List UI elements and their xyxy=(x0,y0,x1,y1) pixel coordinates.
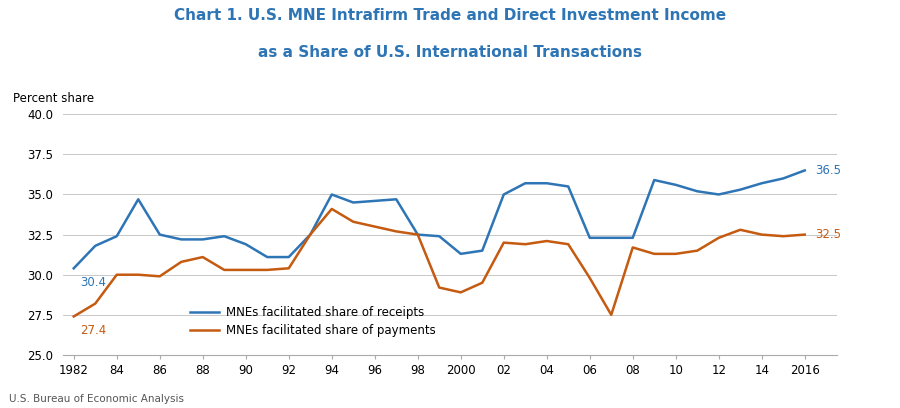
MNEs facilitated share of payments xyxy=(584,275,595,280)
MNEs facilitated share of receipts xyxy=(627,235,638,240)
MNEs facilitated share of payments xyxy=(455,290,466,295)
MNEs facilitated share of payments xyxy=(542,239,553,244)
MNEs facilitated share of payments xyxy=(562,242,573,247)
Text: U.S. Bureau of Economic Analysis: U.S. Bureau of Economic Analysis xyxy=(9,394,184,404)
MNEs facilitated share of payments xyxy=(520,242,531,247)
MNEs facilitated share of receipts xyxy=(778,176,788,181)
MNEs facilitated share of payments xyxy=(347,220,358,224)
MNEs facilitated share of receipts xyxy=(670,182,681,187)
MNEs facilitated share of receipts xyxy=(197,237,208,242)
MNEs facilitated share of receipts xyxy=(240,242,251,247)
Line: MNEs facilitated share of receipts: MNEs facilitated share of receipts xyxy=(74,171,805,268)
Legend: MNEs facilitated share of receipts, MNEs facilitated share of payments: MNEs facilitated share of receipts, MNEs… xyxy=(185,302,441,342)
MNEs facilitated share of payments xyxy=(756,232,767,237)
Text: 27.4: 27.4 xyxy=(80,324,106,337)
MNEs facilitated share of receipts xyxy=(327,192,338,197)
MNEs facilitated share of receipts xyxy=(714,192,724,197)
Text: as a Share of U.S. International Transactions: as a Share of U.S. International Transac… xyxy=(258,45,642,60)
Text: 32.5: 32.5 xyxy=(815,228,842,241)
MNEs facilitated share of receipts xyxy=(692,189,703,194)
MNEs facilitated share of payments xyxy=(692,248,703,253)
MNEs facilitated share of receipts xyxy=(284,255,294,259)
MNEs facilitated share of receipts xyxy=(455,251,466,256)
MNEs facilitated share of payments xyxy=(606,313,616,317)
MNEs facilitated share of payments xyxy=(112,272,122,277)
MNEs facilitated share of payments xyxy=(369,224,380,229)
MNEs facilitated share of receipts xyxy=(542,181,553,186)
MNEs facilitated share of receipts xyxy=(799,168,810,173)
MNEs facilitated share of receipts xyxy=(562,184,573,189)
MNEs facilitated share of payments xyxy=(714,235,724,240)
MNEs facilitated share of payments xyxy=(670,251,681,256)
MNEs facilitated share of payments xyxy=(412,232,423,237)
MNEs facilitated share of receipts xyxy=(347,200,358,205)
MNEs facilitated share of payments xyxy=(240,268,251,273)
MNEs facilitated share of receipts xyxy=(176,237,186,242)
MNEs facilitated share of payments xyxy=(434,285,445,290)
MNEs facilitated share of receipts xyxy=(369,198,380,203)
MNEs facilitated share of payments xyxy=(68,314,79,319)
MNEs facilitated share of payments xyxy=(327,206,338,211)
MNEs facilitated share of payments xyxy=(133,272,144,277)
MNEs facilitated share of receipts xyxy=(262,255,273,259)
MNEs facilitated share of payments xyxy=(305,232,316,237)
MNEs facilitated share of payments xyxy=(499,240,509,245)
MNEs facilitated share of payments xyxy=(197,255,208,259)
MNEs facilitated share of payments xyxy=(734,227,745,232)
MNEs facilitated share of receipts xyxy=(477,248,488,253)
MNEs facilitated share of receipts xyxy=(391,197,401,202)
MNEs facilitated share of payments xyxy=(90,301,101,306)
Line: MNEs facilitated share of payments: MNEs facilitated share of payments xyxy=(74,209,805,317)
MNEs facilitated share of payments xyxy=(262,268,273,273)
MNEs facilitated share of receipts xyxy=(68,266,79,271)
Text: Chart 1. U.S. MNE Intrafirm Trade and Direct Investment Income: Chart 1. U.S. MNE Intrafirm Trade and Di… xyxy=(174,8,726,23)
MNEs facilitated share of payments xyxy=(219,268,230,273)
MNEs facilitated share of receipts xyxy=(584,235,595,240)
MNEs facilitated share of receipts xyxy=(155,232,166,237)
MNEs facilitated share of payments xyxy=(391,229,401,234)
MNEs facilitated share of payments xyxy=(778,234,788,239)
MNEs facilitated share of receipts xyxy=(499,192,509,197)
MNEs facilitated share of receipts xyxy=(305,232,316,237)
MNEs facilitated share of receipts xyxy=(412,232,423,237)
MNEs facilitated share of payments xyxy=(649,251,660,256)
MNEs facilitated share of receipts xyxy=(112,234,122,239)
MNEs facilitated share of payments xyxy=(176,259,186,264)
MNEs facilitated share of receipts xyxy=(520,181,531,186)
MNEs facilitated share of receipts xyxy=(734,187,745,192)
MNEs facilitated share of receipts xyxy=(133,197,144,202)
MNEs facilitated share of payments xyxy=(799,232,810,237)
Text: 30.4: 30.4 xyxy=(80,275,106,288)
Text: Percent share: Percent share xyxy=(13,92,94,104)
MNEs facilitated share of payments xyxy=(627,245,638,250)
MNEs facilitated share of receipts xyxy=(606,235,616,240)
MNEs facilitated share of receipts xyxy=(434,234,445,239)
MNEs facilitated share of receipts xyxy=(90,244,101,248)
MNEs facilitated share of payments xyxy=(284,266,294,271)
MNEs facilitated share of payments xyxy=(477,280,488,285)
MNEs facilitated share of receipts xyxy=(219,234,230,239)
MNEs facilitated share of payments xyxy=(155,274,166,279)
MNEs facilitated share of receipts xyxy=(756,181,767,186)
Text: 36.5: 36.5 xyxy=(815,164,842,177)
MNEs facilitated share of receipts xyxy=(649,177,660,182)
